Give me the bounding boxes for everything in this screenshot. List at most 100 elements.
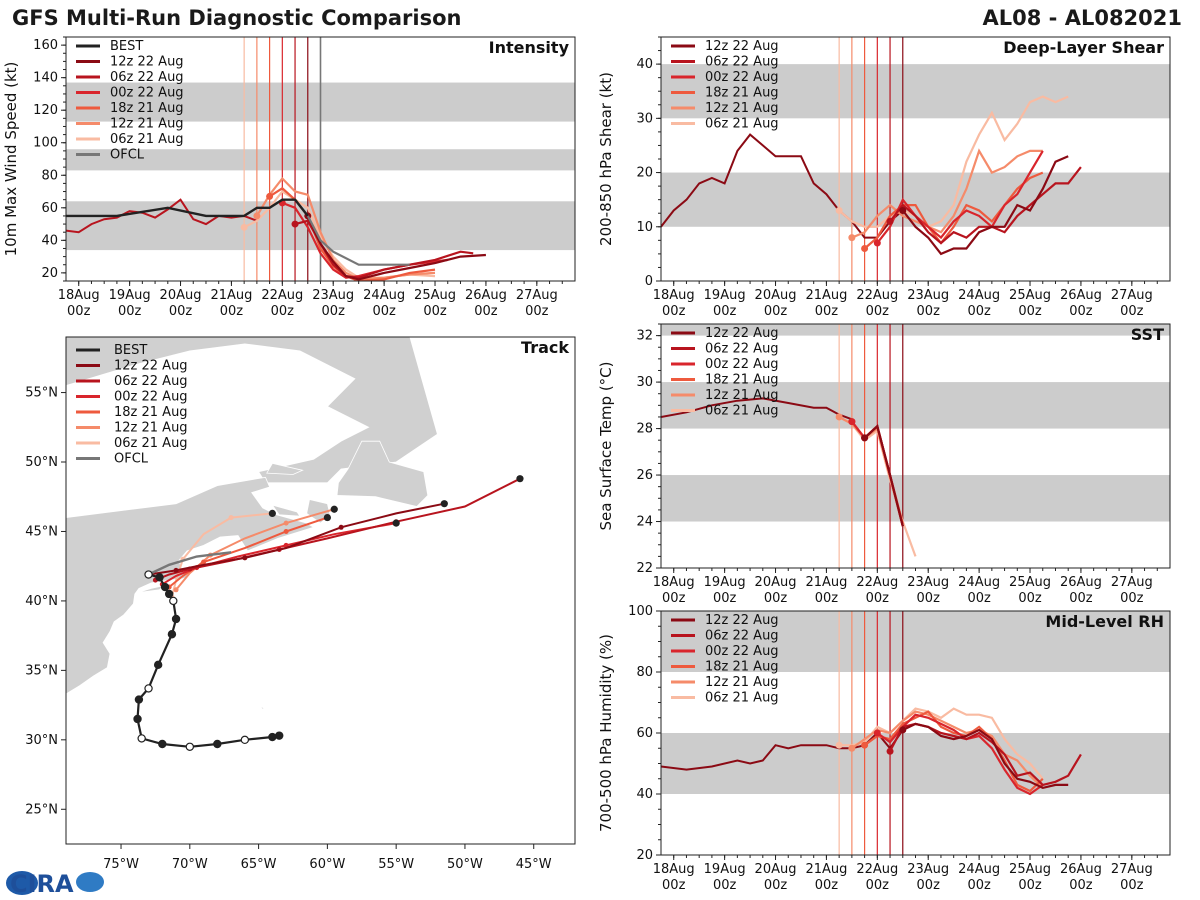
track-series-point	[201, 559, 207, 565]
track-xtick-label: 70°W	[172, 857, 208, 872]
rh-xtick-sublabel: 00z	[815, 878, 839, 893]
rh-series-start-point	[873, 729, 881, 737]
shear-series-line	[863, 171, 1044, 250]
intensity-xtick-sublabel: 00z	[271, 304, 295, 319]
shear-history-line	[661, 133, 904, 239]
sst-xtick-label: 22Aug	[856, 575, 898, 590]
sst-xtick-sublabel: 00z	[1120, 591, 1144, 606]
track-panel: 75°W 70°W 65°W 60°W 55°W 50°W 45°W 25°N 30°N 35°N…	[25, 336, 576, 872]
rh-xtick-label: 27Aug	[1111, 862, 1153, 877]
logo-text: CIRA	[10, 870, 74, 898]
shear-xtick-sublabel: 00z	[1018, 304, 1042, 319]
shear-series-line	[851, 148, 1043, 239]
track-best-point	[144, 570, 153, 579]
sst-title: SST	[1131, 325, 1164, 344]
shear-xtick-label: 23Aug	[907, 288, 949, 303]
sst-legend-label: 00z 22 Aug	[705, 357, 779, 372]
intensity-xtick-sublabel: 00z	[423, 304, 447, 319]
land-mass	[66, 337, 438, 484]
sst-ytick-label: 30	[636, 375, 653, 390]
intensity-ytick-label: 140	[33, 71, 58, 86]
track-best-point	[137, 734, 146, 743]
intensity-ytick-label: 120	[33, 103, 58, 118]
rh-series-line	[863, 710, 1044, 793]
track-ofcl-line	[147, 551, 232, 576]
intensity-ytick-label: 20	[41, 266, 58, 281]
track-series-point	[173, 567, 179, 573]
shear-ytick-label: 40	[636, 57, 653, 72]
rh-xtick-sublabel: 00z	[917, 878, 941, 893]
intensity-legend-label: OFCL	[110, 148, 145, 163]
track-ytick-label: 50°N	[25, 455, 58, 470]
track-series-point	[338, 524, 344, 530]
intensity-legend-label: 06z 22 Aug	[110, 70, 184, 85]
shear-xtick-label: 21Aug	[805, 288, 847, 303]
sst-ytick-label: 24	[636, 515, 653, 530]
intensity-panel: 2040608010012014016018Aug00z19Aug00z20Au…	[2, 36, 576, 319]
track-legend-label: BEST	[114, 343, 147, 358]
rh-panel: 2040608010018Aug00z19Aug00z20Aug00z21Aug…	[597, 604, 1171, 893]
intensity-legend-label: 12z 21 Aug	[110, 117, 184, 132]
intensity-xtick-sublabel: 00z	[67, 304, 91, 319]
rh-xtick-sublabel: 00z	[713, 878, 737, 893]
track-xtick-label: 45°W	[516, 857, 552, 872]
intensity-ytick-label: 80	[41, 168, 58, 183]
rh-legend-label: 00z 22 Aug	[705, 644, 779, 659]
shear-xtick-sublabel: 00z	[713, 304, 737, 319]
sst-xtick-label: 24Aug	[958, 575, 1000, 590]
sst-xtick-label: 26Aug	[1060, 575, 1102, 590]
track-series-point	[283, 520, 289, 526]
shear-legend-label: 06z 21 Aug	[705, 117, 779, 132]
intensity-legend-label: 00z 22 Aug	[110, 86, 184, 101]
sst-xtick-label: 25Aug	[1009, 575, 1051, 590]
shear-legend-label: 18z 21 Aug	[705, 86, 779, 101]
rh-xtick-sublabel: 00z	[764, 878, 788, 893]
sst-ytick-label: 22	[636, 561, 653, 576]
shear-xtick-label: 22Aug	[856, 288, 898, 303]
sst-xtick-label: 18Aug	[653, 575, 695, 590]
track-legend-label: 18z 21 Aug	[114, 405, 188, 420]
sst-panel: 22242628303218Aug00z19Aug00z20Aug00z21Au…	[597, 323, 1171, 606]
track-legend-label: 06z 21 Aug	[114, 436, 188, 451]
sst-xtick-sublabel: 00z	[967, 591, 991, 606]
shear-xtick-sublabel: 00z	[815, 304, 839, 319]
rh-ytick-label: 60	[636, 726, 653, 741]
shear-legend-label: 06z 22 Aug	[705, 55, 779, 70]
sst-series-line	[863, 424, 904, 527]
intensity-xtick-label: 27Aug	[516, 288, 558, 303]
intensity-xtick-sublabel: 00z	[474, 304, 498, 319]
intensity-ytick-label: 40	[41, 233, 58, 248]
shear-series-start-point	[848, 234, 856, 242]
intensity-series-line	[306, 215, 486, 281]
track-series-line	[161, 522, 397, 586]
track-best-point	[153, 660, 163, 670]
intensity-series-start-point	[253, 212, 261, 220]
sst-series-start-point	[848, 418, 856, 426]
sst-legend-label: 06z 22 Aug	[705, 342, 779, 357]
sst-series-start-point	[861, 434, 869, 442]
intensity-xtick-sublabel: 00z	[169, 304, 193, 319]
land-mass	[266, 462, 304, 475]
sst-xtick-label: 23Aug	[907, 575, 949, 590]
shear-ytick-label: 10	[636, 220, 653, 235]
sst-shade-band	[661, 475, 1170, 522]
shear-ytick-label: 0	[645, 274, 653, 289]
land-mass	[259, 706, 265, 710]
rh-xtick-sublabel: 00z	[866, 878, 890, 893]
track-ytick-label: 35°N	[25, 663, 58, 678]
track-end-point	[330, 505, 338, 513]
shear-xtick-sublabel: 00z	[917, 304, 941, 319]
shear-xtick-label: 20Aug	[755, 288, 797, 303]
rh-legend-label: 06z 21 Aug	[705, 691, 779, 706]
sst-ytick-label: 32	[636, 329, 653, 344]
track-legend-label: 06z 22 Aug	[114, 374, 188, 389]
intensity-xtick-label: 25Aug	[414, 288, 456, 303]
shear-xtick-sublabel: 00z	[1120, 304, 1144, 319]
track-xtick-label: 50°W	[447, 857, 483, 872]
shear-series-start-point	[861, 244, 869, 252]
intensity-ytick-label: 60	[41, 201, 58, 216]
rh-xtick-sublabel: 00z	[662, 878, 686, 893]
shear-ylabel: 200-850 hPa Shear (kt)	[597, 72, 615, 246]
sst-legend-label: 12z 22 Aug	[705, 326, 779, 341]
sst-xtick-sublabel: 00z	[815, 591, 839, 606]
